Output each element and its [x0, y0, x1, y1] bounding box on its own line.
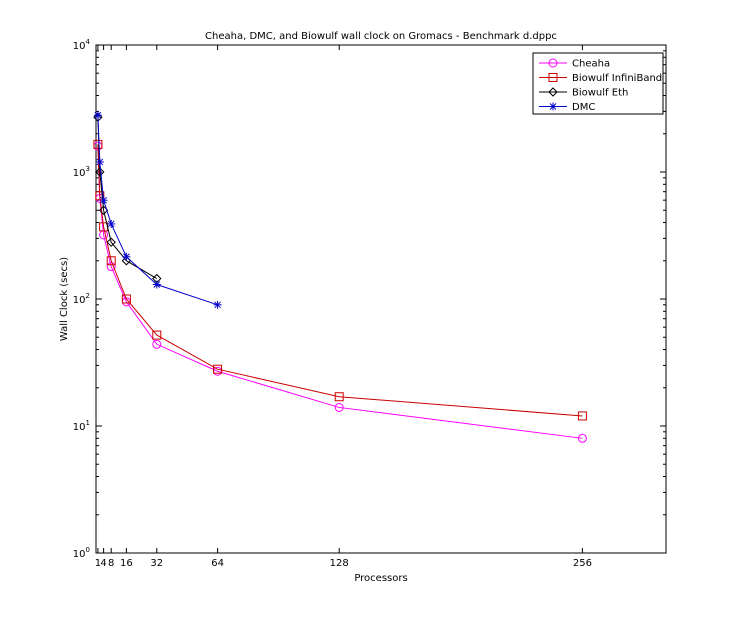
data-point-dmc	[122, 252, 131, 261]
chart-title: Cheaha, DMC, and Biowulf wall clock on G…	[205, 31, 557, 42]
legend-label: DMC	[572, 102, 595, 113]
legend-entry-dmc: DMC	[539, 102, 595, 113]
marker-stroke	[107, 220, 115, 228]
marker-stroke	[96, 158, 104, 166]
data-point-dmc	[99, 196, 108, 205]
data-point-biowulf-infiniband	[93, 139, 103, 149]
data-point-biowulf-eth	[106, 237, 116, 247]
marker-stroke	[153, 281, 161, 288]
data-point-biowulf-infiniband	[213, 364, 223, 374]
y-axis-label: Wall Clock (secs)	[59, 257, 70, 341]
data-point-dmc	[213, 300, 222, 309]
legend-entry-biowulf-infiniband: Biowulf InfiniBand	[539, 73, 662, 84]
legend-marker	[548, 73, 558, 82]
data-point-cheaha	[334, 402, 344, 412]
data-point-dmc	[93, 111, 102, 120]
data-point-biowulf-infiniband	[121, 294, 131, 304]
data-point-dmc	[152, 280, 161, 289]
data-point-biowulf-eth	[95, 167, 105, 177]
legend-label: Biowulf InfiniBand	[572, 73, 662, 84]
data-point-biowulf-infiniband	[577, 411, 587, 421]
series-line-cheaha	[97, 146, 583, 439]
series-line-biowulf-infiniband	[97, 144, 583, 417]
x-tick-label: 64	[211, 558, 224, 569]
legend-marker	[548, 58, 558, 68]
x-tick-label: 32	[150, 558, 163, 569]
series-biowulf-infiniband	[93, 139, 587, 421]
series-dmc	[93, 111, 222, 309]
data-point-dmc	[95, 157, 104, 166]
marker-stroke	[123, 253, 130, 261]
x-tick-label: 4	[100, 558, 106, 569]
data-point-cheaha	[577, 433, 587, 443]
legend-entry-cheaha: Cheaha	[539, 58, 610, 70]
data-point-cheaha	[106, 262, 116, 272]
x-axis-label: Processors	[354, 573, 407, 584]
legend-label: Cheaha	[572, 59, 610, 70]
marker-stroke	[549, 103, 557, 110]
data-point-biowulf-infiniband	[152, 330, 162, 340]
x-tick-label: 128	[330, 558, 349, 569]
marker-stroke	[214, 301, 221, 309]
marker-stroke	[100, 196, 107, 204]
x-tick-label: 1	[95, 558, 101, 569]
data-point-cheaha	[152, 339, 162, 349]
legend: Cheaha Biowulf InfiniBand Biowulf Eth DMC	[532, 52, 664, 115]
x-tick-label: 8	[108, 558, 114, 569]
data-point-dmc	[107, 219, 116, 228]
x-tick-label: 16	[120, 558, 133, 569]
x-tick-label: 256	[573, 558, 592, 569]
plot-area	[95, 44, 667, 554]
series-layer	[93, 111, 587, 443]
legend-entry-biowulf-eth: Biowulf Eth	[539, 87, 628, 99]
legend-marker	[548, 87, 558, 97]
legend-marker	[549, 102, 557, 111]
marker-stroke	[94, 111, 102, 119]
data-point-biowulf-infiniband	[106, 256, 116, 266]
data-point-biowulf-infiniband	[334, 392, 344, 402]
legend-label: Biowulf Eth	[572, 88, 628, 99]
